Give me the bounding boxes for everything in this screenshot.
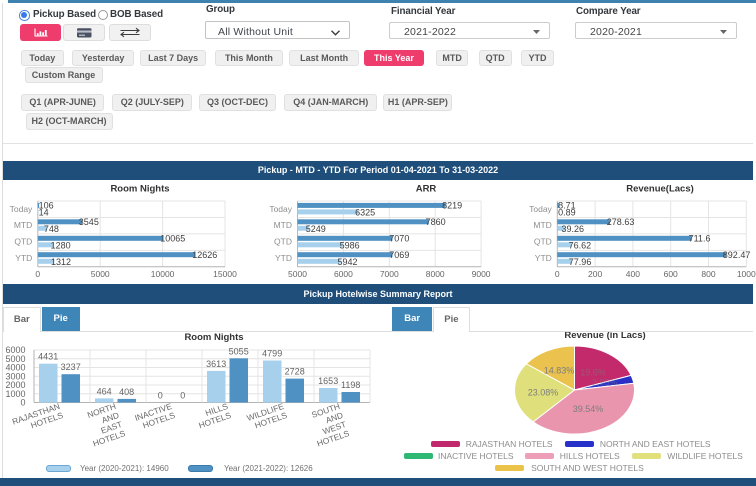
svg-text:YTD: YTD [535,253,552,263]
svg-text:7070: 7070 [389,233,409,243]
svg-text:748: 748 [44,224,59,234]
svg-text:2728: 2728 [285,367,305,377]
svg-text:MTD: MTD [533,220,551,230]
svg-text:278.63: 278.63 [607,217,635,227]
svg-text:5942: 5942 [338,257,358,267]
svg-text:200: 200 [588,269,602,279]
svg-text:3000: 3000 [5,371,25,381]
svg-text:ARR: ARR [416,184,437,195]
svg-text:3237: 3237 [61,362,81,372]
svg-text:800: 800 [701,269,715,279]
svg-text:5000: 5000 [288,269,307,279]
svg-text:INACTIVEHOTELS: INACTIVEHOTELS [133,401,176,432]
svg-text:10000: 10000 [151,269,175,279]
svg-text:0: 0 [555,269,560,279]
svg-text:1198: 1198 [341,380,360,390]
svg-text:7000: 7000 [380,269,399,279]
svg-text:WILDLIFEHOTELS: WILDLIFEHOTELS [245,401,288,432]
svg-text:408: 408 [119,387,134,397]
svg-text:3545: 3545 [79,217,99,227]
svg-text:7860: 7860 [426,217,446,227]
svg-text:7069: 7069 [389,250,409,260]
svg-text:8000: 8000 [426,269,445,279]
svg-text:0: 0 [180,391,185,401]
svg-text:6325: 6325 [355,208,375,218]
svg-text:39.26: 39.26 [562,224,585,234]
svg-text:600: 600 [664,269,678,279]
svg-text:MTD: MTD [274,220,292,230]
svg-text:QTD: QTD [534,237,552,247]
svg-text:Today: Today [529,204,552,214]
svg-text:4431: 4431 [38,352,58,362]
svg-text:1312: 1312 [51,257,71,267]
svg-text:1000: 1000 [5,389,25,399]
svg-text:YTD: YTD [275,253,292,263]
svg-text:0: 0 [35,269,40,279]
svg-text:Today: Today [10,204,33,214]
svg-text:NORTHANDEASTHOTELS: NORTHANDEASTHOTELS [82,401,127,449]
svg-text:YTD: YTD [15,253,32,263]
svg-text:QTD: QTD [274,237,292,247]
svg-text:1653: 1653 [318,376,338,386]
svg-text:4000: 4000 [5,363,25,373]
svg-text:Revenue(Lacs): Revenue(Lacs) [626,184,694,195]
svg-text:10065: 10065 [160,233,185,243]
svg-text:19.6%: 19.6% [580,368,606,378]
svg-text:MTD: MTD [14,220,32,230]
svg-text:8.71: 8.71 [558,200,576,210]
svg-text:Room Nights: Room Nights [110,184,169,195]
svg-text:RAJASTHANHOTELS: RAJASTHANHOTELS [11,401,65,436]
svg-text:2.95%: 2.95% [592,378,618,388]
svg-text:8219: 8219 [442,200,462,210]
svg-text:1000: 1000 [737,269,756,279]
svg-text:Today: Today [269,204,292,214]
svg-text:5000: 5000 [91,269,110,279]
svg-text:23.08%: 23.08% [528,388,559,398]
svg-text:SOUTHANDWESTHOTELS: SOUTHANDWESTHOTELS [306,401,351,449]
svg-text:400: 400 [626,269,640,279]
svg-text:5986: 5986 [340,241,360,251]
svg-text:14: 14 [39,208,49,218]
svg-text:4799: 4799 [262,349,282,359]
svg-text:Room Nights: Room Nights [184,332,243,343]
svg-text:77.96: 77.96 [569,257,592,267]
svg-text:892.47: 892.47 [723,250,751,260]
svg-text:2000: 2000 [5,380,25,390]
svg-text:3613: 3613 [206,359,226,369]
svg-text:HILLSHOTELS: HILLSHOTELS [194,401,232,431]
svg-text:464: 464 [97,386,112,396]
svg-text:5055: 5055 [229,346,249,356]
svg-text:0: 0 [20,398,25,408]
svg-text:15000: 15000 [213,269,237,279]
svg-text:14.83%: 14.83% [544,366,575,376]
svg-text:QTD: QTD [14,237,32,247]
svg-text:6000: 6000 [5,345,25,355]
svg-text:106: 106 [39,200,54,210]
svg-text:9000: 9000 [472,269,491,279]
svg-text:Revenue (in Lacs): Revenue (in Lacs) [564,332,645,341]
svg-text:12626: 12626 [192,250,217,260]
svg-text:0.89: 0.89 [558,208,576,218]
svg-text:6000: 6000 [334,269,353,279]
svg-text:76.62: 76.62 [569,241,592,251]
svg-text:5000: 5000 [5,354,25,364]
svg-text:5249: 5249 [306,224,326,234]
svg-text:711.6: 711.6 [689,233,711,243]
svg-text:0: 0 [158,391,163,401]
svg-text:1280: 1280 [51,241,71,251]
svg-text:39.54%: 39.54% [573,404,604,414]
